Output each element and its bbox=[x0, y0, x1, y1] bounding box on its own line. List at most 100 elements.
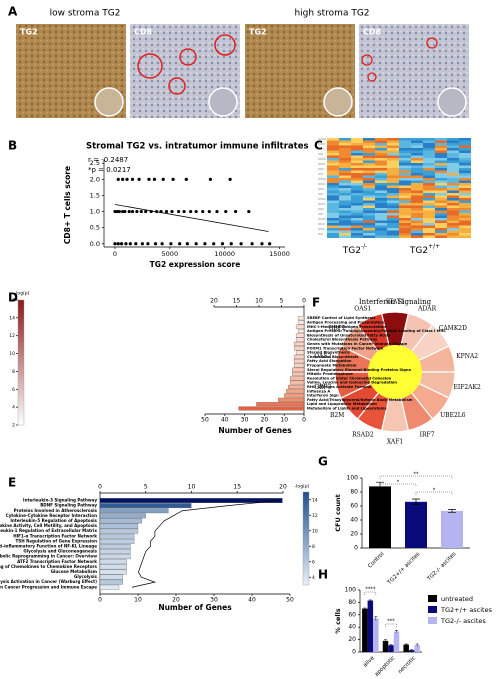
heatmap-cell bbox=[363, 223, 375, 226]
heatmap-cell bbox=[447, 160, 459, 163]
significance-bracket bbox=[415, 491, 453, 495]
heatmap-cell bbox=[447, 235, 459, 238]
heatmap-cell bbox=[327, 193, 339, 196]
heatmap-cell bbox=[411, 215, 423, 218]
heatmap-cell bbox=[435, 183, 447, 186]
bar bbox=[99, 569, 127, 575]
heatmap-cell bbox=[399, 185, 411, 188]
heatmap-cell bbox=[459, 180, 471, 183]
x-tick-label: 50 bbox=[201, 417, 209, 424]
point bbox=[164, 209, 169, 214]
bar bbox=[295, 324, 305, 329]
heatmap-cell bbox=[339, 223, 351, 226]
column-label: TG2-/- bbox=[342, 243, 368, 256]
bar bbox=[99, 508, 169, 514]
heatmap-cell bbox=[447, 150, 459, 153]
heatmap-cell bbox=[411, 203, 423, 206]
heatmap-cell bbox=[375, 185, 387, 188]
category-label: Resolution of Sister Chromatid Cohesion bbox=[307, 376, 392, 380]
bar bbox=[99, 564, 127, 570]
heatmap-cell bbox=[447, 140, 459, 143]
heatmap-cell bbox=[435, 150, 447, 153]
x-tick-label: 30 bbox=[241, 417, 249, 424]
heatmap-cell bbox=[375, 143, 387, 146]
bar bbox=[293, 359, 305, 364]
heatmap-cell bbox=[423, 193, 435, 196]
heatmap-cell bbox=[447, 170, 459, 173]
point bbox=[130, 177, 135, 181]
point bbox=[239, 242, 243, 246]
heatmap-cell bbox=[459, 163, 471, 166]
heatmap-cell bbox=[339, 213, 351, 216]
bar bbox=[99, 538, 135, 544]
error-bar bbox=[374, 616, 378, 621]
heatmap-cell bbox=[435, 158, 447, 161]
heatmap-cell bbox=[459, 193, 471, 196]
y-tick-label: 0 bbox=[354, 545, 358, 552]
gene-label: UBE2L6 bbox=[440, 412, 466, 419]
heatmap-cell bbox=[363, 203, 375, 206]
colorbar-tick-label: 14 bbox=[312, 497, 318, 503]
heatmap-cell bbox=[327, 195, 339, 198]
heatmap-cell bbox=[447, 145, 459, 148]
heatmap-cell bbox=[363, 215, 375, 218]
heatmap-cell bbox=[411, 198, 423, 201]
heatmap-cell bbox=[351, 180, 363, 183]
gene-label: B2M bbox=[330, 412, 344, 419]
bar bbox=[405, 501, 427, 548]
category-label: TSH Regulation of Gene Expression bbox=[16, 538, 98, 543]
colorbar-tick-label: 4 bbox=[12, 405, 15, 411]
heatmap-cell bbox=[339, 163, 351, 166]
heatmap-cell bbox=[399, 138, 411, 141]
heatmap-cell bbox=[327, 205, 339, 208]
point bbox=[127, 209, 131, 214]
heatmap-cell bbox=[459, 138, 471, 141]
column-label-sup: -/- bbox=[361, 243, 367, 250]
y-tick-label: 0.0 bbox=[90, 240, 100, 248]
heatmap-cell bbox=[363, 190, 375, 193]
heatmap-cell bbox=[423, 228, 435, 231]
heatmap-cell bbox=[327, 158, 339, 161]
x2-tick-label: 20 bbox=[279, 484, 287, 491]
heatmap-cell bbox=[327, 138, 339, 141]
x2-tick-label: 0 bbox=[98, 484, 102, 491]
heatmap-cell bbox=[423, 220, 435, 223]
heatmap-cell bbox=[363, 213, 375, 216]
heatmap-cell bbox=[399, 235, 411, 238]
heatmap-cell bbox=[363, 138, 375, 141]
heatmap-cell bbox=[399, 188, 411, 191]
heatmap-cell bbox=[363, 185, 375, 188]
category-label: Fatty Acid Elongation bbox=[307, 359, 352, 363]
heatmap-cell bbox=[351, 153, 363, 156]
category-label: Interferon Sign bbox=[307, 394, 339, 398]
heatmap-cell bbox=[387, 160, 399, 163]
heatmap-cell bbox=[387, 230, 399, 233]
heatmap-cell bbox=[447, 228, 459, 231]
significance-label: ** bbox=[414, 472, 420, 478]
bar bbox=[99, 544, 131, 549]
heatmap-cell bbox=[387, 215, 399, 218]
heatmap-cell bbox=[339, 170, 351, 173]
heatmap-cell bbox=[459, 213, 471, 216]
heatmap-cell bbox=[339, 155, 351, 158]
heatmap-cell bbox=[459, 223, 471, 226]
bar bbox=[291, 367, 305, 372]
category-label: Interleukin-3 Signaling Pathway bbox=[23, 498, 97, 503]
heatmap-cell bbox=[375, 153, 387, 156]
heatmap-cell bbox=[399, 158, 411, 161]
micrograph: CD8 bbox=[359, 24, 469, 118]
heatmap-cell bbox=[375, 215, 387, 218]
heatmap-cell bbox=[351, 165, 363, 168]
heatmap-cell bbox=[351, 225, 363, 228]
heatmap-cell bbox=[399, 213, 411, 216]
heatmap-cell bbox=[351, 168, 363, 171]
legend-label: TG2-/- ascites bbox=[440, 617, 486, 625]
point bbox=[152, 177, 157, 181]
heatmap-cell bbox=[387, 223, 399, 226]
bar bbox=[99, 503, 192, 509]
heatmap-cell bbox=[459, 140, 471, 143]
x-tick-label: TG2-/- ascites bbox=[426, 551, 458, 583]
point bbox=[170, 209, 174, 214]
x-axis-label: Number of Genes bbox=[158, 603, 232, 612]
heatmap-cell bbox=[363, 155, 375, 158]
